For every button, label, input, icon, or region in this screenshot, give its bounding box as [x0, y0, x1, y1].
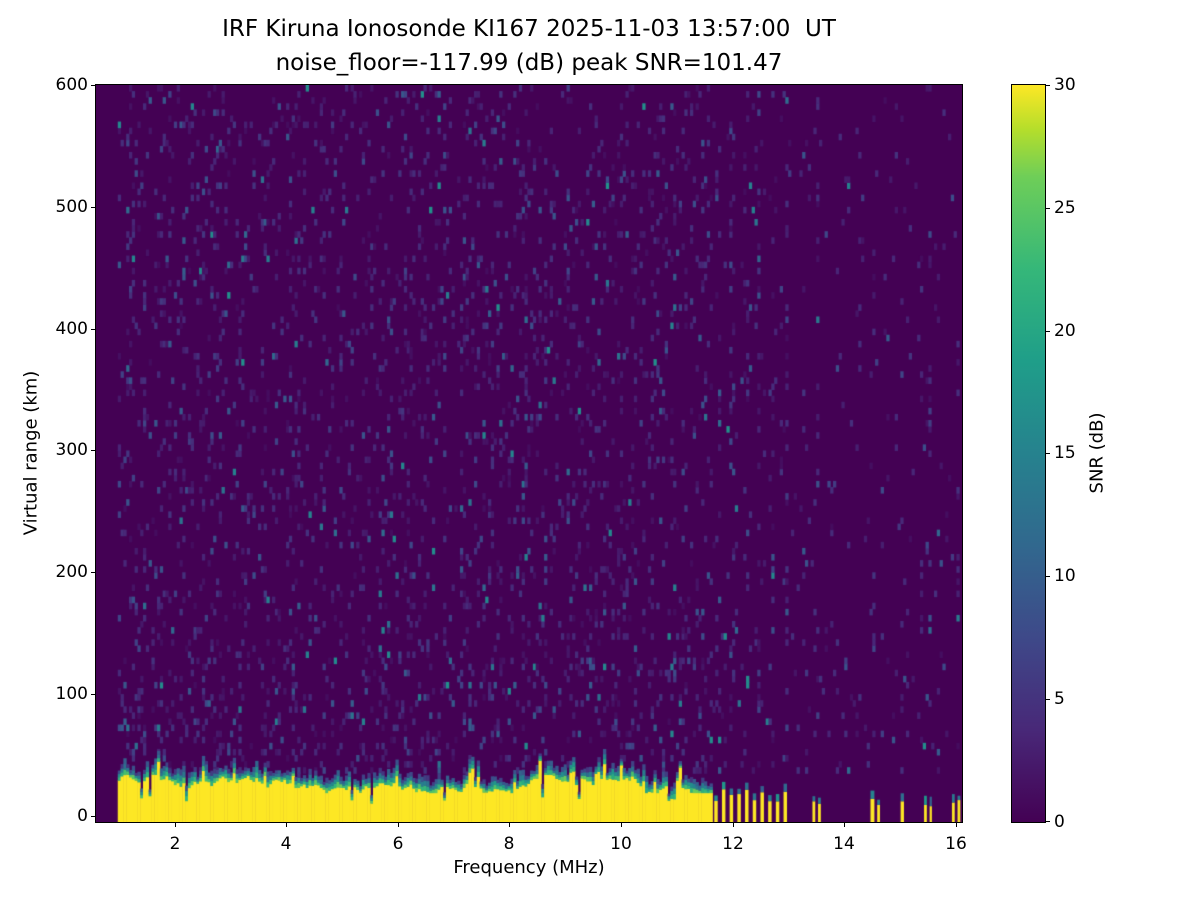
x-tick-label: 6: [392, 834, 404, 854]
y-tick-label: 200: [55, 562, 88, 582]
x-tick-label: 16: [945, 834, 967, 854]
y-tick-mark: [91, 329, 95, 330]
colorbar-label: SNR (dB): [1086, 412, 1108, 494]
colorbar-tick-mark: [1046, 453, 1050, 454]
y-tick-label: 500: [55, 197, 88, 217]
x-tick-label: 4: [280, 834, 292, 854]
x-tick-mark: [733, 823, 734, 827]
x-tick-label: 10: [610, 834, 632, 854]
colorbar-tick-mark: [1046, 699, 1050, 700]
colorbar-tick-label: 30: [1054, 75, 1076, 95]
colorbar-tick-mark: [1046, 821, 1050, 822]
colorbar-tick-mark: [1046, 331, 1050, 332]
colorbar-tick-mark: [1046, 576, 1050, 577]
x-tick-mark: [286, 823, 287, 827]
chart-title: IRF Kiruna Ionosonde KI167 2025-11-03 13…: [222, 16, 836, 42]
y-tick-mark: [91, 207, 95, 208]
colorbar-tick-mark: [1046, 208, 1050, 209]
colorbar-tick-label: 25: [1054, 198, 1076, 218]
x-tick-label: 12: [722, 834, 744, 854]
x-tick-mark: [844, 823, 845, 827]
colorbar: [1011, 84, 1046, 823]
x-tick-label: 14: [833, 834, 855, 854]
y-tick-mark: [91, 450, 95, 451]
colorbar-tick-label: 20: [1054, 321, 1076, 341]
x-tick-mark: [621, 823, 622, 827]
y-tick-mark: [91, 694, 95, 695]
y-tick-label: 300: [55, 440, 88, 460]
x-tick-mark: [398, 823, 399, 827]
ionogram-heatmap: [95, 84, 963, 823]
y-tick-mark: [91, 816, 95, 817]
colorbar-tick-label: 5: [1054, 689, 1065, 709]
y-tick-mark: [91, 85, 95, 86]
y-tick-mark: [91, 572, 95, 573]
x-tick-mark: [509, 823, 510, 827]
y-tick-label: 600: [55, 75, 88, 95]
colorbar-tick-mark: [1046, 85, 1050, 86]
y-tick-label: 400: [55, 319, 88, 339]
y-tick-label: 100: [55, 684, 88, 704]
colorbar-tick-label: 0: [1054, 812, 1065, 832]
x-axis-label: Frequency (MHz): [453, 857, 605, 878]
x-tick-mark: [956, 823, 957, 827]
colorbar-tick-label: 10: [1054, 566, 1076, 586]
colorbar-tick-label: 15: [1054, 443, 1076, 463]
chart-subtitle: noise_floor=-117.99 (dB) peak SNR=101.47: [275, 50, 783, 76]
x-tick-label: 8: [503, 834, 515, 854]
x-tick-mark: [175, 823, 176, 827]
x-tick-label: 2: [169, 834, 181, 854]
y-tick-label: 0: [77, 806, 88, 826]
